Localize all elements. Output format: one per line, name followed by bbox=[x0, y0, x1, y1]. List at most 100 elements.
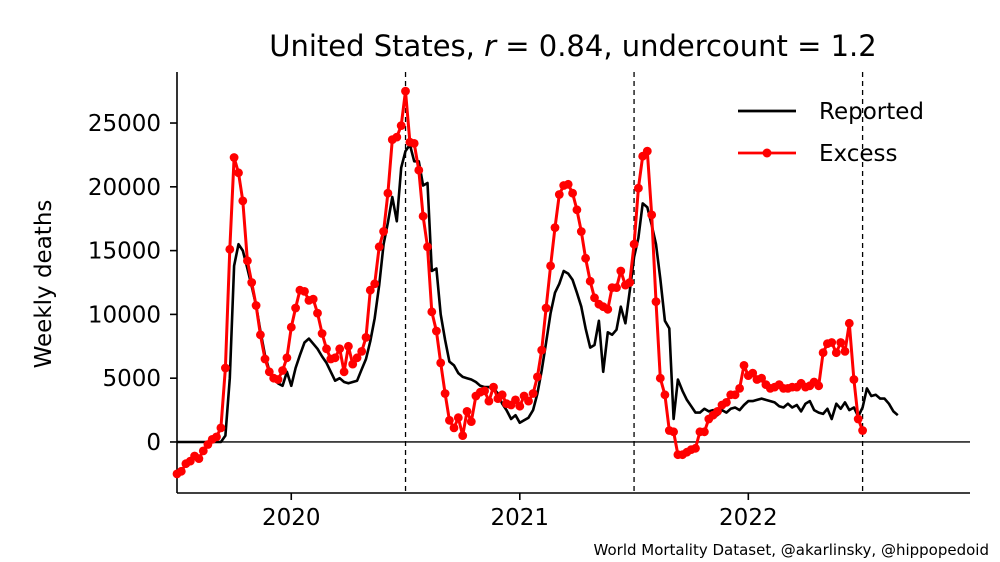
series-point-excess-110 bbox=[655, 373, 665, 383]
series-point-excess-25 bbox=[282, 353, 292, 363]
series-point-excess-92 bbox=[576, 227, 586, 236]
series-line-reported bbox=[177, 143, 899, 444]
series-point-excess-64 bbox=[453, 413, 463, 423]
series-point-excess-52 bbox=[401, 86, 410, 96]
series-point-excess-155 bbox=[853, 414, 863, 424]
series-point-excess-91 bbox=[572, 205, 582, 215]
series-point-excess-21 bbox=[264, 367, 274, 377]
series-point-excess-109 bbox=[651, 297, 661, 306]
series-point-excess-80 bbox=[524, 396, 533, 406]
series-point-excess-104 bbox=[629, 239, 639, 249]
plot-area: 0 5000 10000 15000 20000 25000 2020 2021 2022 bbox=[88, 72, 970, 531]
series-point-excess-32 bbox=[313, 308, 322, 318]
series-point-excess-47 bbox=[379, 227, 388, 236]
series-point-excess-154 bbox=[849, 375, 859, 384]
series-point-excess-72 bbox=[489, 382, 498, 392]
y-tick-label-10000: 10000 bbox=[88, 302, 161, 328]
series-point-excess-67 bbox=[466, 417, 476, 426]
series-point-excess-55 bbox=[414, 165, 424, 175]
series-point-excess-12 bbox=[225, 244, 235, 254]
series-point-excess-95 bbox=[590, 293, 599, 303]
series-point-excess-66 bbox=[462, 407, 472, 416]
series-point-excess-101 bbox=[616, 266, 626, 276]
series-point-excess-103 bbox=[625, 278, 635, 287]
series-point-excess-41 bbox=[352, 353, 362, 363]
series-point-excess-93 bbox=[581, 253, 590, 263]
series-point-excess-151 bbox=[836, 338, 846, 347]
series-point-excess-43 bbox=[361, 333, 371, 342]
series-point-excess-150 bbox=[831, 348, 841, 358]
series-point-excess-31 bbox=[308, 294, 318, 304]
y-tick-label-15000: 15000 bbox=[88, 239, 161, 265]
series-point-excess-100 bbox=[612, 283, 621, 292]
series-point-excess-74 bbox=[497, 390, 507, 400]
y-tick-label-0: 0 bbox=[146, 430, 161, 456]
series-point-excess-14 bbox=[234, 168, 243, 178]
series-point-excess-61 bbox=[440, 389, 450, 398]
series-point-excess-149 bbox=[827, 338, 837, 347]
series-point-excess-36 bbox=[330, 353, 340, 363]
series-point-excess-17 bbox=[247, 278, 257, 287]
x-tick-label-2020: 2020 bbox=[262, 505, 321, 531]
series-point-excess-59 bbox=[432, 326, 441, 336]
series-point-excess-60 bbox=[436, 358, 446, 368]
series-point-excess-20 bbox=[260, 354, 270, 364]
series-point-excess-125 bbox=[722, 398, 731, 407]
series-point-excess-48 bbox=[383, 188, 393, 198]
series-point-excess-111 bbox=[660, 390, 670, 400]
series-point-excess-108 bbox=[647, 210, 657, 220]
series-point-excess-62 bbox=[445, 415, 454, 425]
x-tick-label-2022: 2022 bbox=[719, 505, 778, 531]
series-point-excess-129 bbox=[739, 361, 749, 370]
series-point-excess-133 bbox=[757, 373, 766, 383]
series-point-excess-78 bbox=[515, 401, 525, 411]
series-point-excess-16 bbox=[243, 256, 252, 266]
series-point-excess-23 bbox=[273, 375, 283, 384]
legend: Reported Excess bbox=[738, 99, 924, 167]
y-tick-label-25000: 25000 bbox=[88, 111, 161, 137]
series-point-excess-44 bbox=[365, 285, 375, 295]
series-point-excess-45 bbox=[370, 279, 380, 289]
series-point-excess-70 bbox=[480, 386, 489, 396]
series-point-excess-120 bbox=[700, 427, 709, 437]
legend-excess-marker bbox=[762, 148, 772, 158]
series-point-excess-94 bbox=[585, 276, 595, 286]
series-point-excess-82 bbox=[533, 372, 542, 382]
series-point-excess-26 bbox=[286, 322, 296, 332]
series-point-excess-27 bbox=[291, 303, 300, 313]
series-point-excess-152 bbox=[840, 347, 850, 356]
series-point-excess-51 bbox=[396, 121, 406, 130]
series-point-excess-39 bbox=[344, 341, 353, 351]
series-point-excess-81 bbox=[528, 389, 538, 398]
series-point-excess-46 bbox=[374, 242, 384, 252]
series-point-excess-40 bbox=[348, 359, 358, 369]
series-point-excess-128 bbox=[735, 384, 744, 393]
series-point-excess-83 bbox=[537, 345, 547, 355]
series-point-excess-85 bbox=[546, 261, 555, 271]
series-point-excess-118 bbox=[691, 443, 700, 453]
series-line-excess bbox=[176, 89, 865, 476]
series-point-excess-5 bbox=[194, 454, 204, 463]
series-point-excess-89 bbox=[563, 179, 573, 189]
series-point-excess-13 bbox=[229, 153, 239, 162]
series-point-excess-105 bbox=[634, 183, 643, 193]
series-point-excess-9 bbox=[212, 432, 221, 442]
series-point-excess-127 bbox=[730, 390, 740, 400]
series-point-excess-54 bbox=[409, 139, 419, 148]
series-point-excess-63 bbox=[449, 423, 459, 433]
series-point-excess-77 bbox=[511, 395, 520, 405]
series-point-excess-113 bbox=[669, 427, 678, 437]
y-tick-label-5000: 5000 bbox=[102, 366, 161, 392]
legend-excess-label: Excess bbox=[819, 141, 898, 167]
legend-item-reported: Reported bbox=[738, 99, 924, 125]
series-point-excess-33 bbox=[317, 329, 327, 338]
series-point-excess-58 bbox=[427, 307, 437, 317]
series-point-excess-147 bbox=[818, 348, 828, 358]
series-point-excess-146 bbox=[814, 381, 824, 391]
legend-reported-label: Reported bbox=[819, 99, 924, 125]
series-point-excess-71 bbox=[484, 396, 494, 406]
series-point-excess-19 bbox=[256, 330, 265, 340]
series-point-excess-37 bbox=[335, 344, 345, 354]
